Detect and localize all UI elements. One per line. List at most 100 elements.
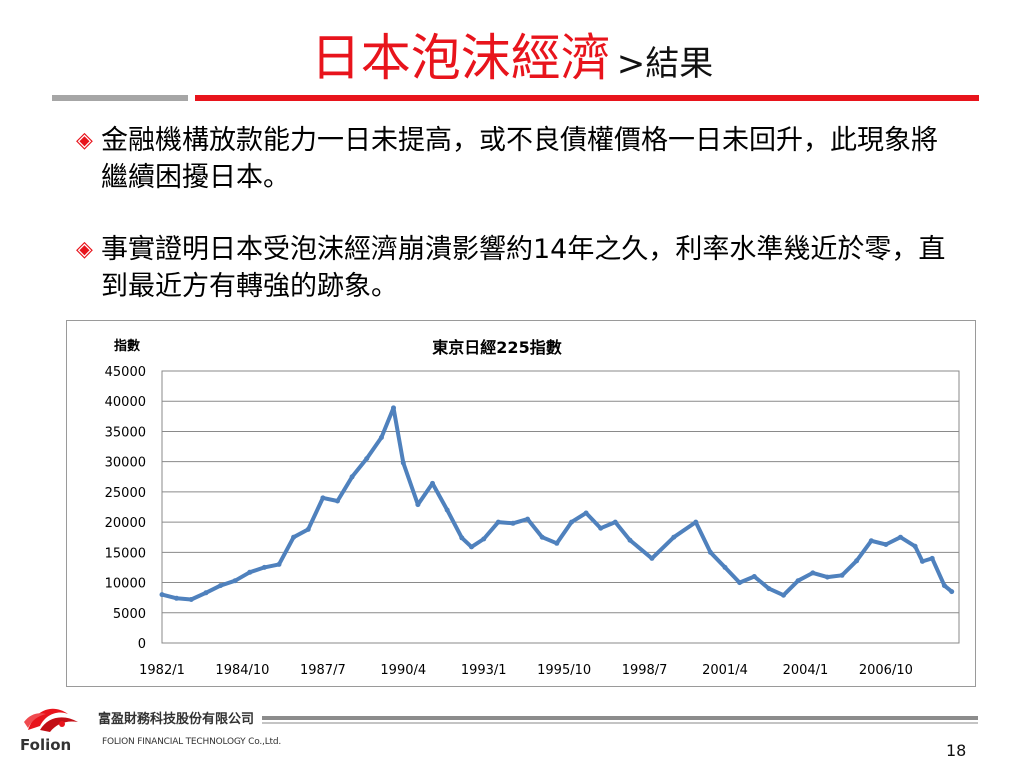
bullet-item-1: ◈ 金融機構放款能力一日未提高，或不良債權價格一日未回升，此現象將繼續困擾日本。 bbox=[76, 122, 956, 196]
data-point bbox=[583, 510, 589, 516]
folion-logo-icon bbox=[18, 700, 88, 742]
data-point bbox=[854, 558, 860, 564]
bullet-diamond-icon: ◈ bbox=[76, 128, 93, 153]
folion-logo-mark bbox=[24, 708, 78, 732]
data-point bbox=[525, 516, 531, 522]
data-point bbox=[378, 435, 384, 440]
chart-svg: 0 5000 10000 15000 20000 25000 30000 35000 40000… bbox=[105, 338, 960, 678]
footer-rule bbox=[262, 716, 978, 720]
y-tick-label: 45000 bbox=[105, 365, 146, 380]
data-point bbox=[305, 526, 311, 532]
x-tick-label: 1993/1 bbox=[461, 663, 507, 678]
data-point bbox=[159, 592, 165, 598]
data-point bbox=[539, 534, 545, 540]
data-point bbox=[868, 538, 874, 544]
company-name-en: FOLION FINANCIAL TECHNOLOGY Co.,Ltd. bbox=[102, 737, 282, 747]
data-point bbox=[649, 555, 655, 561]
y-tick-label: 40000 bbox=[105, 395, 146, 410]
data-point bbox=[459, 535, 465, 541]
data-point bbox=[919, 558, 925, 564]
data-point bbox=[444, 507, 450, 513]
y-tick-label: 20000 bbox=[105, 516, 146, 531]
x-tick-label: 1984/10 bbox=[215, 663, 269, 678]
data-point bbox=[722, 564, 728, 570]
data-point bbox=[898, 534, 903, 540]
bullet-text-2: 事實證明日本受泡沫經濟崩潰影響約14年之久，利率水準幾近於零，直到最近方有轉強的… bbox=[101, 234, 946, 302]
data-point bbox=[495, 519, 501, 525]
data-point bbox=[510, 520, 516, 526]
nikkei-chart: 0 5000 10000 15000 20000 25000 30000 35000 40000… bbox=[66, 320, 976, 687]
data-point bbox=[627, 537, 633, 543]
y-tick-label: 15000 bbox=[105, 546, 146, 561]
x-tick-label: 2006/10 bbox=[859, 663, 913, 678]
plot-area bbox=[161, 370, 960, 644]
x-tick-labels: 1982/1 1984/10 1987/7 1990/4 1993/1 1995/10 19… bbox=[139, 663, 913, 678]
data-point bbox=[400, 460, 406, 466]
y-tick-label: 5000 bbox=[113, 607, 146, 622]
data-point bbox=[612, 519, 618, 525]
bullet-text-1: 金融機構放款能力一日未提高，或不良債權價格一日未回升，此現象將繼續困擾日本。 bbox=[101, 125, 938, 193]
data-point bbox=[276, 561, 282, 567]
x-tick-label: 1995/10 bbox=[537, 663, 591, 678]
data-point bbox=[949, 589, 955, 595]
data-point bbox=[188, 597, 194, 602]
chart-title: 東京日經225指數 bbox=[432, 338, 561, 357]
y-tick-label: 35000 bbox=[105, 425, 146, 440]
data-point bbox=[335, 498, 340, 504]
data-point bbox=[481, 536, 487, 542]
x-tick-label: 2004/1 bbox=[783, 663, 829, 678]
data-point bbox=[883, 542, 889, 547]
data-point bbox=[810, 570, 816, 576]
data-point bbox=[795, 578, 801, 584]
brand-name: Folion bbox=[20, 736, 72, 754]
data-point bbox=[693, 519, 699, 525]
y-tick-label: 30000 bbox=[105, 456, 146, 471]
y-tick-label: 0 bbox=[138, 637, 146, 652]
data-point bbox=[781, 592, 786, 598]
y-tick-labels: 0 5000 10000 15000 20000 25000 30000 35000 40000… bbox=[105, 365, 146, 652]
data-point bbox=[232, 578, 238, 584]
x-tick-label: 2001/4 bbox=[702, 663, 748, 678]
title-rule-grey bbox=[52, 95, 188, 101]
data-point bbox=[569, 519, 574, 525]
data-point bbox=[218, 583, 223, 589]
data-point bbox=[391, 405, 396, 411]
data-point bbox=[430, 480, 435, 486]
slide-title: 日本泡沫經濟 >結果 bbox=[0, 18, 1024, 90]
data-point bbox=[766, 586, 772, 592]
data-point bbox=[912, 543, 918, 549]
y-tick-label: 10000 bbox=[105, 577, 146, 592]
x-tick-label: 1998/7 bbox=[622, 663, 668, 678]
x-tick-label: 1990/4 bbox=[380, 663, 426, 678]
page-number: 18 bbox=[946, 741, 967, 760]
data-point bbox=[554, 540, 560, 546]
data-point bbox=[941, 583, 947, 589]
data-point bbox=[364, 456, 370, 462]
x-tick-label: 1982/1 bbox=[139, 663, 185, 678]
bullet-item-2: ◈ 事實證明日本受泡沫經濟崩潰影響約14年之久，利率水準幾近於零，直到最近方有轉… bbox=[76, 231, 956, 305]
data-point bbox=[415, 502, 421, 508]
y-axis-label: 指數 bbox=[114, 338, 140, 354]
company-name-cn: 富盈財務科技股份有限公司 bbox=[98, 712, 255, 727]
data-point bbox=[929, 555, 935, 561]
data-point bbox=[261, 564, 267, 570]
data-point bbox=[174, 595, 180, 601]
y-tick-label: 25000 bbox=[105, 486, 146, 501]
series-layer bbox=[159, 405, 955, 602]
data-point bbox=[751, 574, 757, 579]
data-point bbox=[839, 572, 845, 578]
series-line-0 bbox=[160, 405, 954, 602]
data-point bbox=[707, 549, 713, 555]
title-main: 日本泡沫經濟 bbox=[310, 29, 611, 87]
bullet-diamond-icon: ◈ bbox=[76, 237, 93, 262]
data-point bbox=[247, 569, 253, 575]
title-sub: >結果 bbox=[616, 44, 714, 84]
data-point bbox=[349, 474, 355, 480]
data-point bbox=[320, 495, 326, 501]
data-point bbox=[671, 534, 677, 540]
data-point bbox=[469, 544, 474, 550]
data-point bbox=[203, 590, 209, 596]
data-point bbox=[598, 525, 604, 531]
title-rule-red bbox=[195, 95, 979, 101]
data-point bbox=[737, 580, 743, 586]
